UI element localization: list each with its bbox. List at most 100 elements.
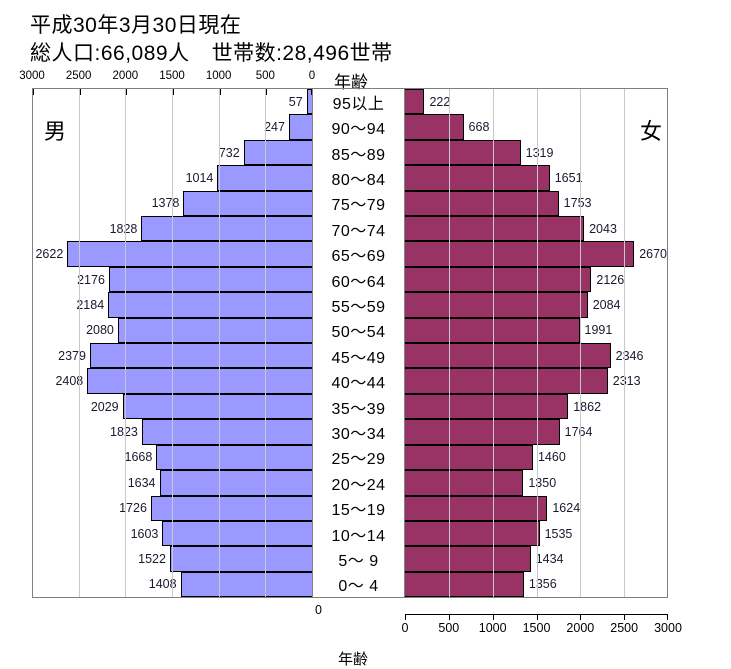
male-bar	[117, 317, 312, 344]
female-bar-row: 1624	[405, 495, 667, 521]
female-tickmark-2500	[624, 615, 626, 620]
age-group-label: 20～24	[331, 476, 386, 494]
male-bar	[150, 495, 312, 521]
female-bar-value: 1350	[528, 475, 557, 490]
male-bar-value: 1603	[130, 526, 159, 541]
age-group-label: 25～29	[331, 451, 386, 469]
title-line-date: 平成30年3月30日現在	[30, 14, 242, 37]
age-group-label: 30～34	[331, 425, 386, 443]
male-bar	[180, 571, 312, 598]
female-bar-value: 1991	[584, 323, 613, 338]
female-bar-row: 1753	[405, 190, 667, 217]
male-gridline-2500	[78, 89, 80, 597]
age-group-label: 35～39	[331, 400, 386, 418]
age-axis-title-top: 年齢	[334, 73, 368, 92]
female-bar	[405, 546, 531, 572]
female-gridline-500	[448, 89, 450, 597]
age-group-row: 75～79	[313, 191, 404, 216]
female-bar-value: 1460	[537, 450, 566, 465]
male-bar	[141, 419, 312, 445]
female-series-label: 女	[640, 119, 663, 144]
age-group-row: 40～44	[313, 368, 404, 393]
male-bar	[243, 139, 312, 166]
male-tickmark-2500	[79, 89, 81, 95]
male-tickmark-500	[266, 89, 268, 95]
age-group-row: 25～29	[313, 445, 404, 470]
female-bar-value: 1434	[535, 552, 564, 567]
male-bar-row: 1634	[33, 470, 312, 496]
age-label-column: 95以上 90～94 85～89 80～84 75～79 70～74 65～69 60～64 5…	[312, 88, 405, 598]
male-bar	[169, 546, 312, 572]
age-group-row: 85～89	[313, 140, 404, 165]
female-bar-value: 1535	[544, 526, 573, 541]
population-pyramid-chart: 3000 2500 2000 1500 1000 500 0 年齢 57 247 732 1014…	[0, 70, 731, 668]
male-bar	[87, 368, 312, 394]
male-bar-row: 2408	[33, 368, 312, 394]
female-axis-tick-1000: 1000	[478, 621, 507, 635]
male-bar	[183, 190, 312, 217]
male-bar-value: 2184	[76, 297, 105, 312]
female-bar	[405, 216, 585, 242]
male-axis-tick-2500: 2500	[65, 70, 92, 82]
female-bar-row: 1651	[405, 165, 667, 191]
age-group-label: 55～59	[331, 298, 386, 316]
female-bar-value: 1356	[528, 577, 557, 592]
age-group-row: 45～49	[313, 343, 404, 368]
age-group-label: 70～74	[331, 222, 386, 240]
male-bar	[156, 444, 312, 471]
male-bar-row: 1408	[33, 571, 312, 598]
female-bar-value: 1624	[552, 501, 581, 516]
male-bar	[306, 89, 312, 115]
age-group-row: 35～39	[313, 394, 404, 419]
male-bar-row: 57	[33, 89, 312, 115]
male-plot-area: 57 247 732 1014 1378 1828 2622 2176 2184 2080 2379…	[32, 88, 322, 617]
female-bar-row: 2346	[405, 343, 667, 369]
chart-title-block: 平成30年3月30日現在 総人口:66,089人 世帯数:28,496世帯	[30, 12, 710, 68]
female-bar-row: 1991	[405, 317, 667, 344]
male-bar-row: 2379	[33, 343, 312, 369]
age-group-row: 5～ 9	[313, 546, 404, 571]
age-group-label: 45～49	[331, 349, 386, 367]
male-gridline-2000	[125, 89, 127, 597]
female-bar	[405, 190, 559, 217]
male-bar-value: 2176	[77, 272, 105, 287]
age-group-label: 95以上	[332, 95, 385, 113]
female-bar-rows: 222 668 1319 1651 1753 2043 2670 2126 2084 1991 23…	[405, 89, 667, 598]
female-bar	[405, 571, 524, 598]
female-tickmark-0	[405, 615, 406, 620]
male-bar-row: 1522	[33, 546, 312, 572]
age-group-row: 60～64	[313, 267, 404, 292]
male-bar-row: 1828	[33, 216, 312, 242]
male-bar	[288, 114, 312, 140]
female-bar-row: 2084	[405, 292, 667, 318]
age-group-rows: 95以上 90～94 85～89 80～84 75～79 70～74 65～69 60～64 5…	[313, 89, 404, 597]
male-axis-ticks: 3000 2500 2000 1500 1000 500 0	[19, 70, 316, 88]
total-population: 総人口:66,089人	[30, 42, 190, 65]
male-axis-tick-0: 0	[308, 70, 316, 82]
age-group-label: 15～19	[331, 502, 386, 520]
male-bar-row: 1014	[33, 165, 312, 191]
male-bar-value: 2080	[86, 323, 114, 338]
female-bar-value: 668	[468, 120, 490, 135]
age-group-row: 90～94	[313, 114, 404, 139]
male-bar-value: 1522	[138, 552, 166, 567]
male-bar-row: 2176	[33, 266, 312, 293]
female-bar-row: 2313	[405, 368, 667, 394]
male-tickmark-1000	[219, 89, 221, 95]
age-group-row: 50～54	[313, 318, 404, 343]
female-bar	[405, 292, 588, 318]
male-bar-value: 2379	[58, 348, 86, 363]
male-bar-row: 2622	[33, 241, 312, 267]
male-bar-value: 1823	[110, 424, 138, 439]
female-bar	[405, 165, 550, 191]
male-tickmark-0	[311, 89, 312, 95]
female-bar-row: 222	[405, 89, 667, 115]
age-group-label: 0～ 4	[338, 578, 379, 596]
female-bar-value: 2043	[589, 221, 617, 236]
male-bar-row: 247	[33, 114, 312, 140]
age-group-row: 10～14	[313, 521, 404, 546]
female-gridline-1000	[492, 89, 494, 597]
female-tickmark-500	[448, 615, 450, 620]
female-gridline-1500	[536, 89, 538, 597]
age-group-row: 0～ 4	[313, 572, 404, 597]
